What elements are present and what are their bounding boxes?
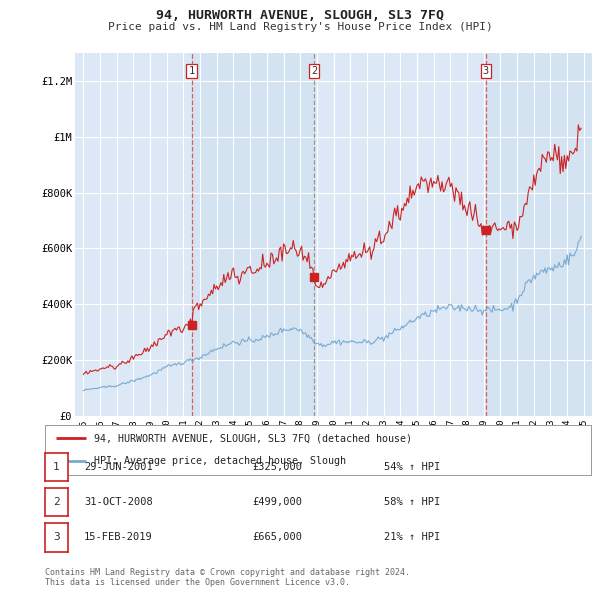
Text: 21% ↑ HPI: 21% ↑ HPI xyxy=(384,533,440,542)
Text: 15-FEB-2019: 15-FEB-2019 xyxy=(84,533,153,542)
Text: 2: 2 xyxy=(53,497,60,507)
Text: £325,000: £325,000 xyxy=(252,462,302,471)
Text: £665,000: £665,000 xyxy=(252,533,302,542)
Text: 31-OCT-2008: 31-OCT-2008 xyxy=(84,497,153,507)
Text: Contains HM Land Registry data © Crown copyright and database right 2024.
This d: Contains HM Land Registry data © Crown c… xyxy=(45,568,410,587)
Text: 1: 1 xyxy=(53,462,60,471)
Text: £499,000: £499,000 xyxy=(252,497,302,507)
Text: HPI: Average price, detached house, Slough: HPI: Average price, detached house, Slou… xyxy=(94,457,346,467)
Text: 2: 2 xyxy=(311,66,317,76)
Text: 3: 3 xyxy=(482,66,489,76)
Text: Price paid vs. HM Land Registry's House Price Index (HPI): Price paid vs. HM Land Registry's House … xyxy=(107,22,493,32)
Text: 54% ↑ HPI: 54% ↑ HPI xyxy=(384,462,440,471)
Text: 94, HURWORTH AVENUE, SLOUGH, SL3 7FQ: 94, HURWORTH AVENUE, SLOUGH, SL3 7FQ xyxy=(156,9,444,22)
Text: 1: 1 xyxy=(188,66,195,76)
Bar xyxy=(486,53,592,416)
Bar xyxy=(191,53,314,416)
Text: 29-JUN-2001: 29-JUN-2001 xyxy=(84,462,153,471)
Text: 94, HURWORTH AVENUE, SLOUGH, SL3 7FQ (detached house): 94, HURWORTH AVENUE, SLOUGH, SL3 7FQ (de… xyxy=(94,433,412,443)
Text: 3: 3 xyxy=(53,533,60,542)
Text: 58% ↑ HPI: 58% ↑ HPI xyxy=(384,497,440,507)
